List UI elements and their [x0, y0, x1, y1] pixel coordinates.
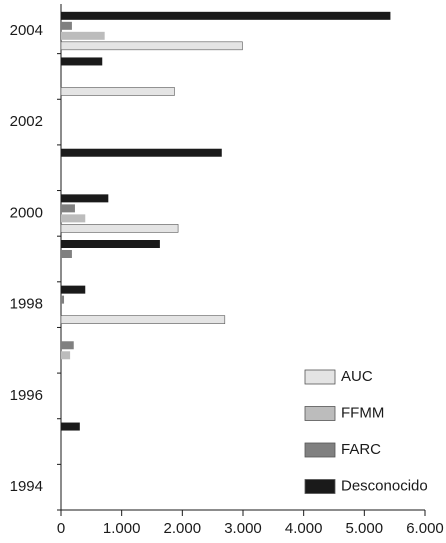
legend-label: AUC	[341, 368, 373, 385]
bar	[61, 250, 72, 258]
x-tick-label: 0	[57, 520, 65, 537]
y-tick-label: 2004	[10, 22, 43, 39]
bar	[60, 87, 175, 96]
legend-swatch	[304, 479, 336, 494]
legend-swatch	[304, 369, 336, 385]
x-tick-label: 5.000	[346, 520, 384, 537]
y-tick-label: 1994	[10, 478, 43, 495]
bar	[60, 224, 179, 233]
bar	[61, 240, 160, 248]
legend-label: FARC	[341, 441, 381, 458]
legend-label: Desconocido	[341, 477, 428, 494]
y-tick-label: 1998	[10, 296, 43, 313]
x-tick-label: 6.000	[406, 520, 444, 537]
x-tick-label: 3.000	[224, 520, 262, 537]
bar	[61, 194, 109, 203]
x-tick-label: 4.000	[285, 520, 323, 537]
bar	[60, 41, 243, 51]
bar	[61, 57, 103, 66]
bar	[61, 214, 86, 223]
bar	[60, 315, 226, 324]
bar	[61, 422, 80, 431]
y-tick-label: 2000	[10, 204, 43, 221]
bar	[61, 204, 75, 213]
legend-label: FFMM	[341, 404, 384, 421]
x-tick-label: 1.000	[103, 520, 141, 537]
bar	[61, 148, 222, 157]
bar	[61, 341, 74, 350]
x-tick-label: 2.000	[164, 520, 202, 537]
y-tick-label: 1996	[10, 387, 43, 404]
bar	[61, 351, 71, 360]
y-tick-label: 2002	[10, 113, 43, 130]
legend-swatch	[304, 406, 336, 421]
bar	[61, 285, 86, 294]
bar	[61, 21, 72, 30]
bar	[61, 295, 65, 304]
bar	[61, 11, 391, 20]
bar	[61, 31, 105, 40]
legend-swatch	[304, 442, 336, 458]
